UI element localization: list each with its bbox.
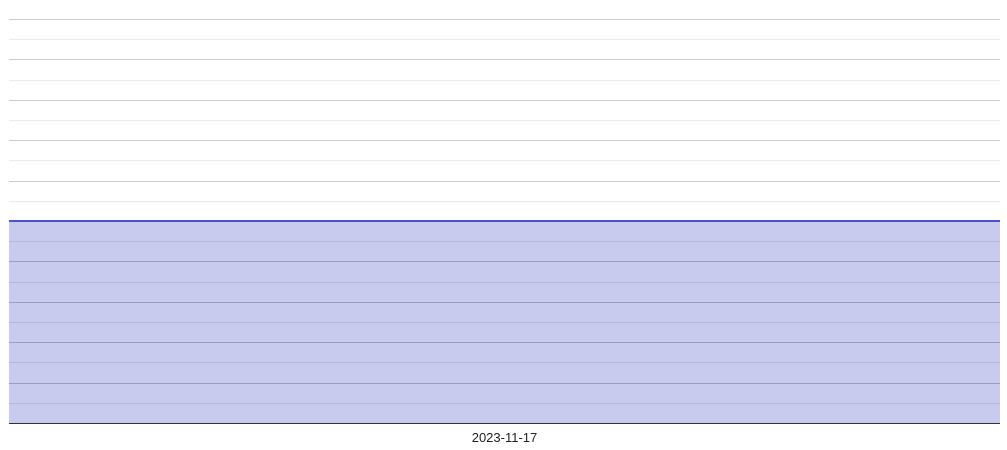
area-series (9, 220, 1000, 423)
x-axis: 2023-11-17 (9, 423, 1000, 445)
x-tick-label: 2023-11-17 (472, 430, 538, 445)
